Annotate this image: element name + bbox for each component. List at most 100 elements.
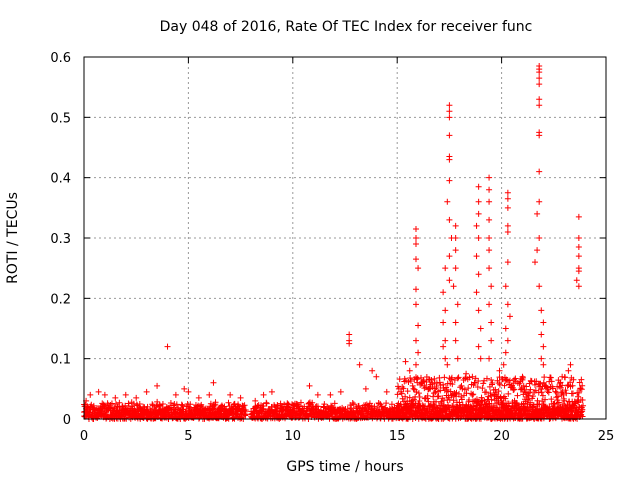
data-point-baseline — [511, 386, 518, 393]
data-point — [442, 337, 449, 344]
x-tick-label: 25 — [598, 429, 615, 444]
data-point — [486, 174, 493, 181]
data-point-baseline — [397, 401, 404, 408]
data-point-baseline — [556, 404, 563, 411]
data-point — [227, 391, 234, 398]
data-point — [314, 391, 321, 398]
data-point-baseline — [427, 402, 434, 409]
data-point-baseline — [475, 377, 482, 384]
data-point — [575, 253, 582, 260]
data-point — [504, 204, 511, 211]
data-point — [475, 271, 482, 278]
data-point-baseline — [424, 392, 431, 399]
y-tick-label: 0.2 — [50, 292, 71, 307]
data-point-baseline — [548, 396, 555, 403]
data-point-baseline — [541, 374, 548, 381]
data-point-baseline — [461, 386, 468, 393]
data-point — [450, 283, 457, 290]
data-point-baseline — [404, 388, 411, 395]
data-point — [87, 391, 94, 398]
data-point-baseline — [489, 380, 496, 387]
data-point-baseline — [433, 398, 440, 405]
data-point — [565, 367, 572, 374]
data-point-baseline — [480, 404, 487, 411]
data-point-baseline — [486, 400, 493, 407]
data-point — [573, 277, 580, 284]
data-point-baseline — [108, 400, 115, 407]
data-point — [133, 394, 140, 401]
data-point — [473, 222, 480, 229]
data-point — [362, 385, 369, 392]
data-point-baseline — [388, 401, 395, 408]
data-point-baseline — [547, 374, 554, 381]
data-point-baseline — [405, 379, 412, 386]
data-point — [473, 253, 480, 260]
data-point-baseline — [435, 408, 442, 415]
data-point-baseline — [425, 398, 432, 405]
data-point — [452, 265, 459, 272]
data-point-baseline — [263, 400, 270, 407]
data-point-baseline — [559, 382, 566, 389]
data-point-baseline — [557, 379, 564, 386]
plot-frame — [83, 56, 607, 420]
data-point — [519, 373, 526, 380]
data-point — [452, 337, 459, 344]
data-point-baseline — [297, 399, 304, 406]
data-point-baseline — [579, 406, 586, 413]
data-point — [369, 367, 376, 374]
data-point — [504, 189, 511, 196]
data-point-baseline — [397, 409, 404, 416]
data-point-baseline — [505, 390, 512, 397]
data-point-baseline — [400, 398, 407, 405]
data-point — [412, 337, 419, 344]
data-point-baseline — [559, 403, 566, 410]
data-point-baseline — [569, 382, 576, 389]
data-point-baseline — [409, 382, 416, 389]
data-point-baseline — [456, 402, 463, 409]
data-point — [446, 277, 453, 284]
data-point — [575, 283, 582, 290]
data-point — [268, 388, 275, 395]
data-point-baseline — [501, 382, 508, 389]
data-point-baseline — [449, 402, 456, 409]
data-point — [454, 355, 461, 362]
data-point — [536, 96, 543, 103]
data-point-baseline — [458, 393, 465, 400]
data-point-baseline — [470, 391, 477, 398]
data-point — [477, 355, 484, 362]
data-point-baseline — [466, 396, 473, 403]
x-tick-label: 5 — [184, 429, 192, 444]
data-point-baseline — [527, 386, 534, 393]
data-point — [536, 81, 543, 88]
data-point-baseline — [450, 403, 457, 410]
data-point — [536, 132, 543, 139]
data-point-baseline — [443, 384, 450, 391]
data-point-baseline — [447, 388, 454, 395]
data-point-baseline — [349, 399, 356, 406]
data-point-baseline — [471, 379, 478, 386]
data-point-baseline — [402, 393, 409, 400]
data-point-baseline — [410, 396, 417, 403]
data-point-baseline — [503, 376, 510, 383]
x-axis-label: GPS time / hours — [286, 459, 403, 475]
data-point — [421, 382, 428, 389]
data-point-baseline — [383, 400, 390, 407]
data-point-baseline — [497, 394, 504, 401]
x-tick-label: 20 — [493, 429, 510, 444]
data-point — [444, 198, 451, 205]
data-point-baseline — [442, 407, 449, 414]
data-point — [575, 268, 582, 275]
data-point-baseline — [488, 396, 495, 403]
data-point — [559, 373, 566, 380]
data-point — [95, 388, 102, 395]
data-point — [486, 301, 493, 308]
data-point-baseline — [445, 404, 452, 411]
data-point — [412, 286, 419, 293]
data-point-baseline — [480, 380, 487, 387]
data-point-baseline — [156, 401, 163, 408]
data-point — [446, 102, 453, 109]
data-point — [538, 331, 545, 338]
data-point-baseline — [314, 403, 321, 410]
data-point — [452, 319, 459, 326]
